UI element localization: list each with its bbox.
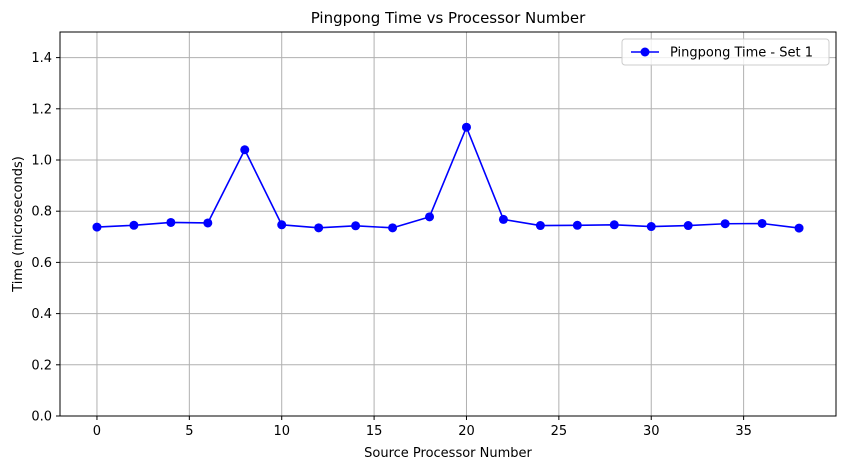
data-point — [240, 145, 250, 155]
legend-entry-label: Pingpong Time - Set 1 — [670, 46, 813, 61]
data-point — [425, 212, 435, 222]
data-point — [314, 223, 324, 233]
plot-frame — [59, 31, 837, 417]
data-point — [757, 218, 767, 228]
tick-layer: 0 5 10 15 20 25 30 35 0.0 0.2 0.4 0.6 0.8 1.0 1.2 1.4 — [31, 51, 752, 439]
x-tick-label: 30 — [643, 424, 660, 439]
y-tick-label: 0.0 — [31, 410, 52, 425]
series-layer — [92, 122, 804, 233]
data-point — [720, 219, 730, 229]
y-axis-label: Time (microseconds) — [11, 156, 26, 293]
data-point — [683, 221, 693, 231]
x-tick-label: 25 — [551, 424, 568, 439]
data-point — [609, 220, 619, 230]
data-point — [646, 222, 656, 232]
data-point — [794, 223, 804, 233]
x-tick-label: 5 — [185, 424, 193, 439]
data-point — [572, 220, 582, 230]
data-point — [388, 223, 398, 233]
data-point — [277, 220, 287, 230]
x-tick-label: 35 — [735, 424, 752, 439]
legend-box — [621, 38, 830, 66]
y-tick-label: 1.0 — [31, 154, 52, 169]
y-tick-label: 0.4 — [31, 307, 52, 322]
legend-point-marker — [640, 47, 650, 57]
y-tick-label: 0.2 — [31, 358, 52, 373]
legend: Pingpong Time - Set 1 — [621, 38, 830, 66]
x-axis-label: Source Processor Number — [364, 446, 532, 461]
y-tick-label: 0.8 — [31, 205, 52, 220]
y-tick-label: 1.4 — [31, 51, 52, 66]
chart-title: Pingpong Time vs Processor Number — [311, 9, 586, 27]
data-point — [203, 218, 213, 228]
data-point — [166, 217, 176, 227]
data-point — [92, 222, 102, 232]
data-point — [351, 221, 361, 231]
x-tick-label: 0 — [93, 424, 101, 439]
data-point — [129, 220, 139, 230]
data-point — [535, 221, 545, 231]
y-tick-label: 0.6 — [31, 256, 52, 271]
series-line — [96, 126, 800, 229]
x-tick-label: 20 — [458, 424, 475, 439]
x-tick-label: 15 — [366, 424, 383, 439]
x-tick-label: 10 — [273, 424, 290, 439]
y-tick-label: 1.2 — [31, 102, 52, 117]
grid-layer — [60, 32, 836, 417]
data-point — [498, 214, 508, 224]
data-point — [461, 122, 471, 132]
